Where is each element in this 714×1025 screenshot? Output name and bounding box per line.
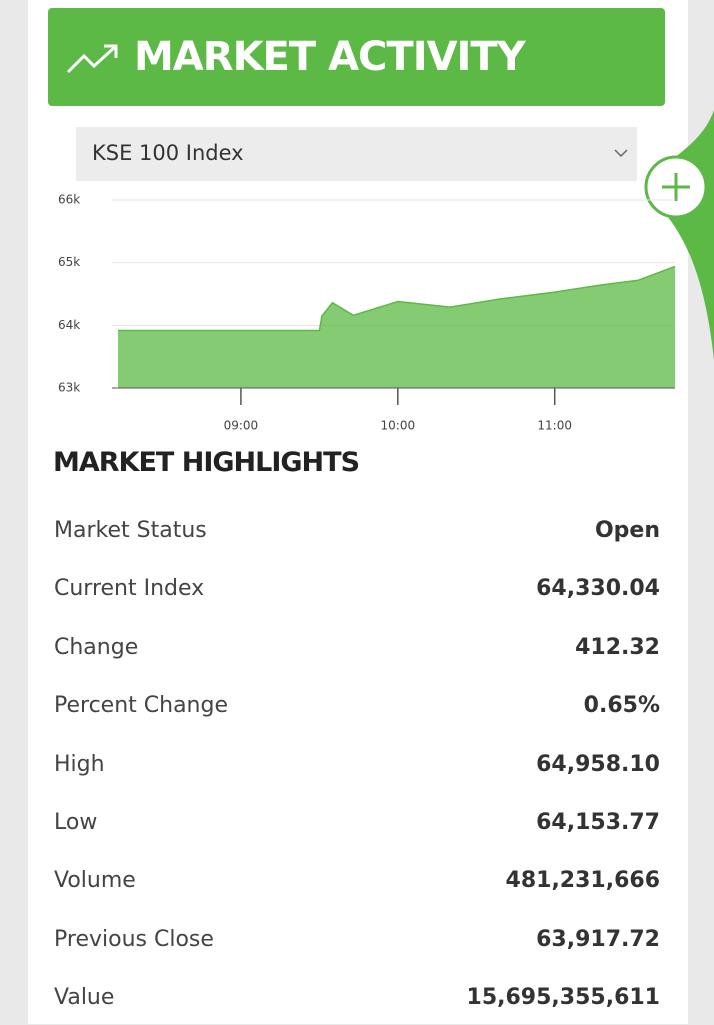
highlight-row: Change 412.32 [54,635,660,675]
row-label: Value [54,985,115,1011]
row-label: High [54,751,105,777]
row-label: Low [54,810,98,835]
highlight-row: Current Index 64,330.04 [54,576,660,616]
highlight-row: Low 64,153.77 [54,810,660,850]
highlight-row: Market Status Open [54,518,660,558]
trend-icon [66,44,118,74]
chart: 63k 64k 65k 66k 09:00 10:00 11:00 [58,193,676,432]
highlight-row: High 64,958.10 [54,752,660,792]
highlight-row: Percent Change 0.65% [54,693,660,733]
row-label: Current Index [54,576,205,602]
row-label: Previous Close [54,926,214,952]
row-value: 412.32 [575,634,660,660]
row-value: Open [594,518,660,543]
index-select[interactable]: KSE 100 Index [76,127,637,181]
row-label: Volume [54,868,136,894]
area-line [118,265,676,332]
y-tick-label: 65k [58,255,80,269]
row-value: 15,695,355,611 [466,985,660,1011]
y-tick-label: 64k [58,318,80,332]
row-value: 64,153.77 [536,810,660,835]
row-label: Percent Change [54,693,229,719]
row-value: 0.65% [583,693,660,719]
row-value: 64,330.04 [536,576,660,602]
row-label: Change [54,634,139,660]
highlight-row: Value 15,695,355,611 [54,985,660,1025]
side-tab[interactable] [640,110,714,360]
highlight-row: Previous Close 63,917.72 [54,927,660,967]
highlight-row: Volume 481,231,666 [54,868,660,908]
x-tick-label: 09:00 [224,419,259,432]
y-tick-label: 63k [58,381,80,395]
header: MARKET ACTIVITY [48,8,665,106]
x-tick-label: 11:00 [537,419,572,432]
y-tick-label: 66k [58,193,80,207]
area [118,266,675,388]
header-title: MARKET ACTIVITY [134,34,526,80]
x-tick-label: 10:00 [381,419,416,432]
row-value: 64,958.10 [536,751,660,777]
select-value: KSE 100 Index [92,141,244,165]
row-value: 481,231,666 [505,868,660,894]
row-value: 63,917.72 [536,926,660,952]
row-label: Market Status [54,518,207,543]
chevron [614,149,628,158]
highlights-title: MARKET HIGHLIGHTS [53,447,360,478]
